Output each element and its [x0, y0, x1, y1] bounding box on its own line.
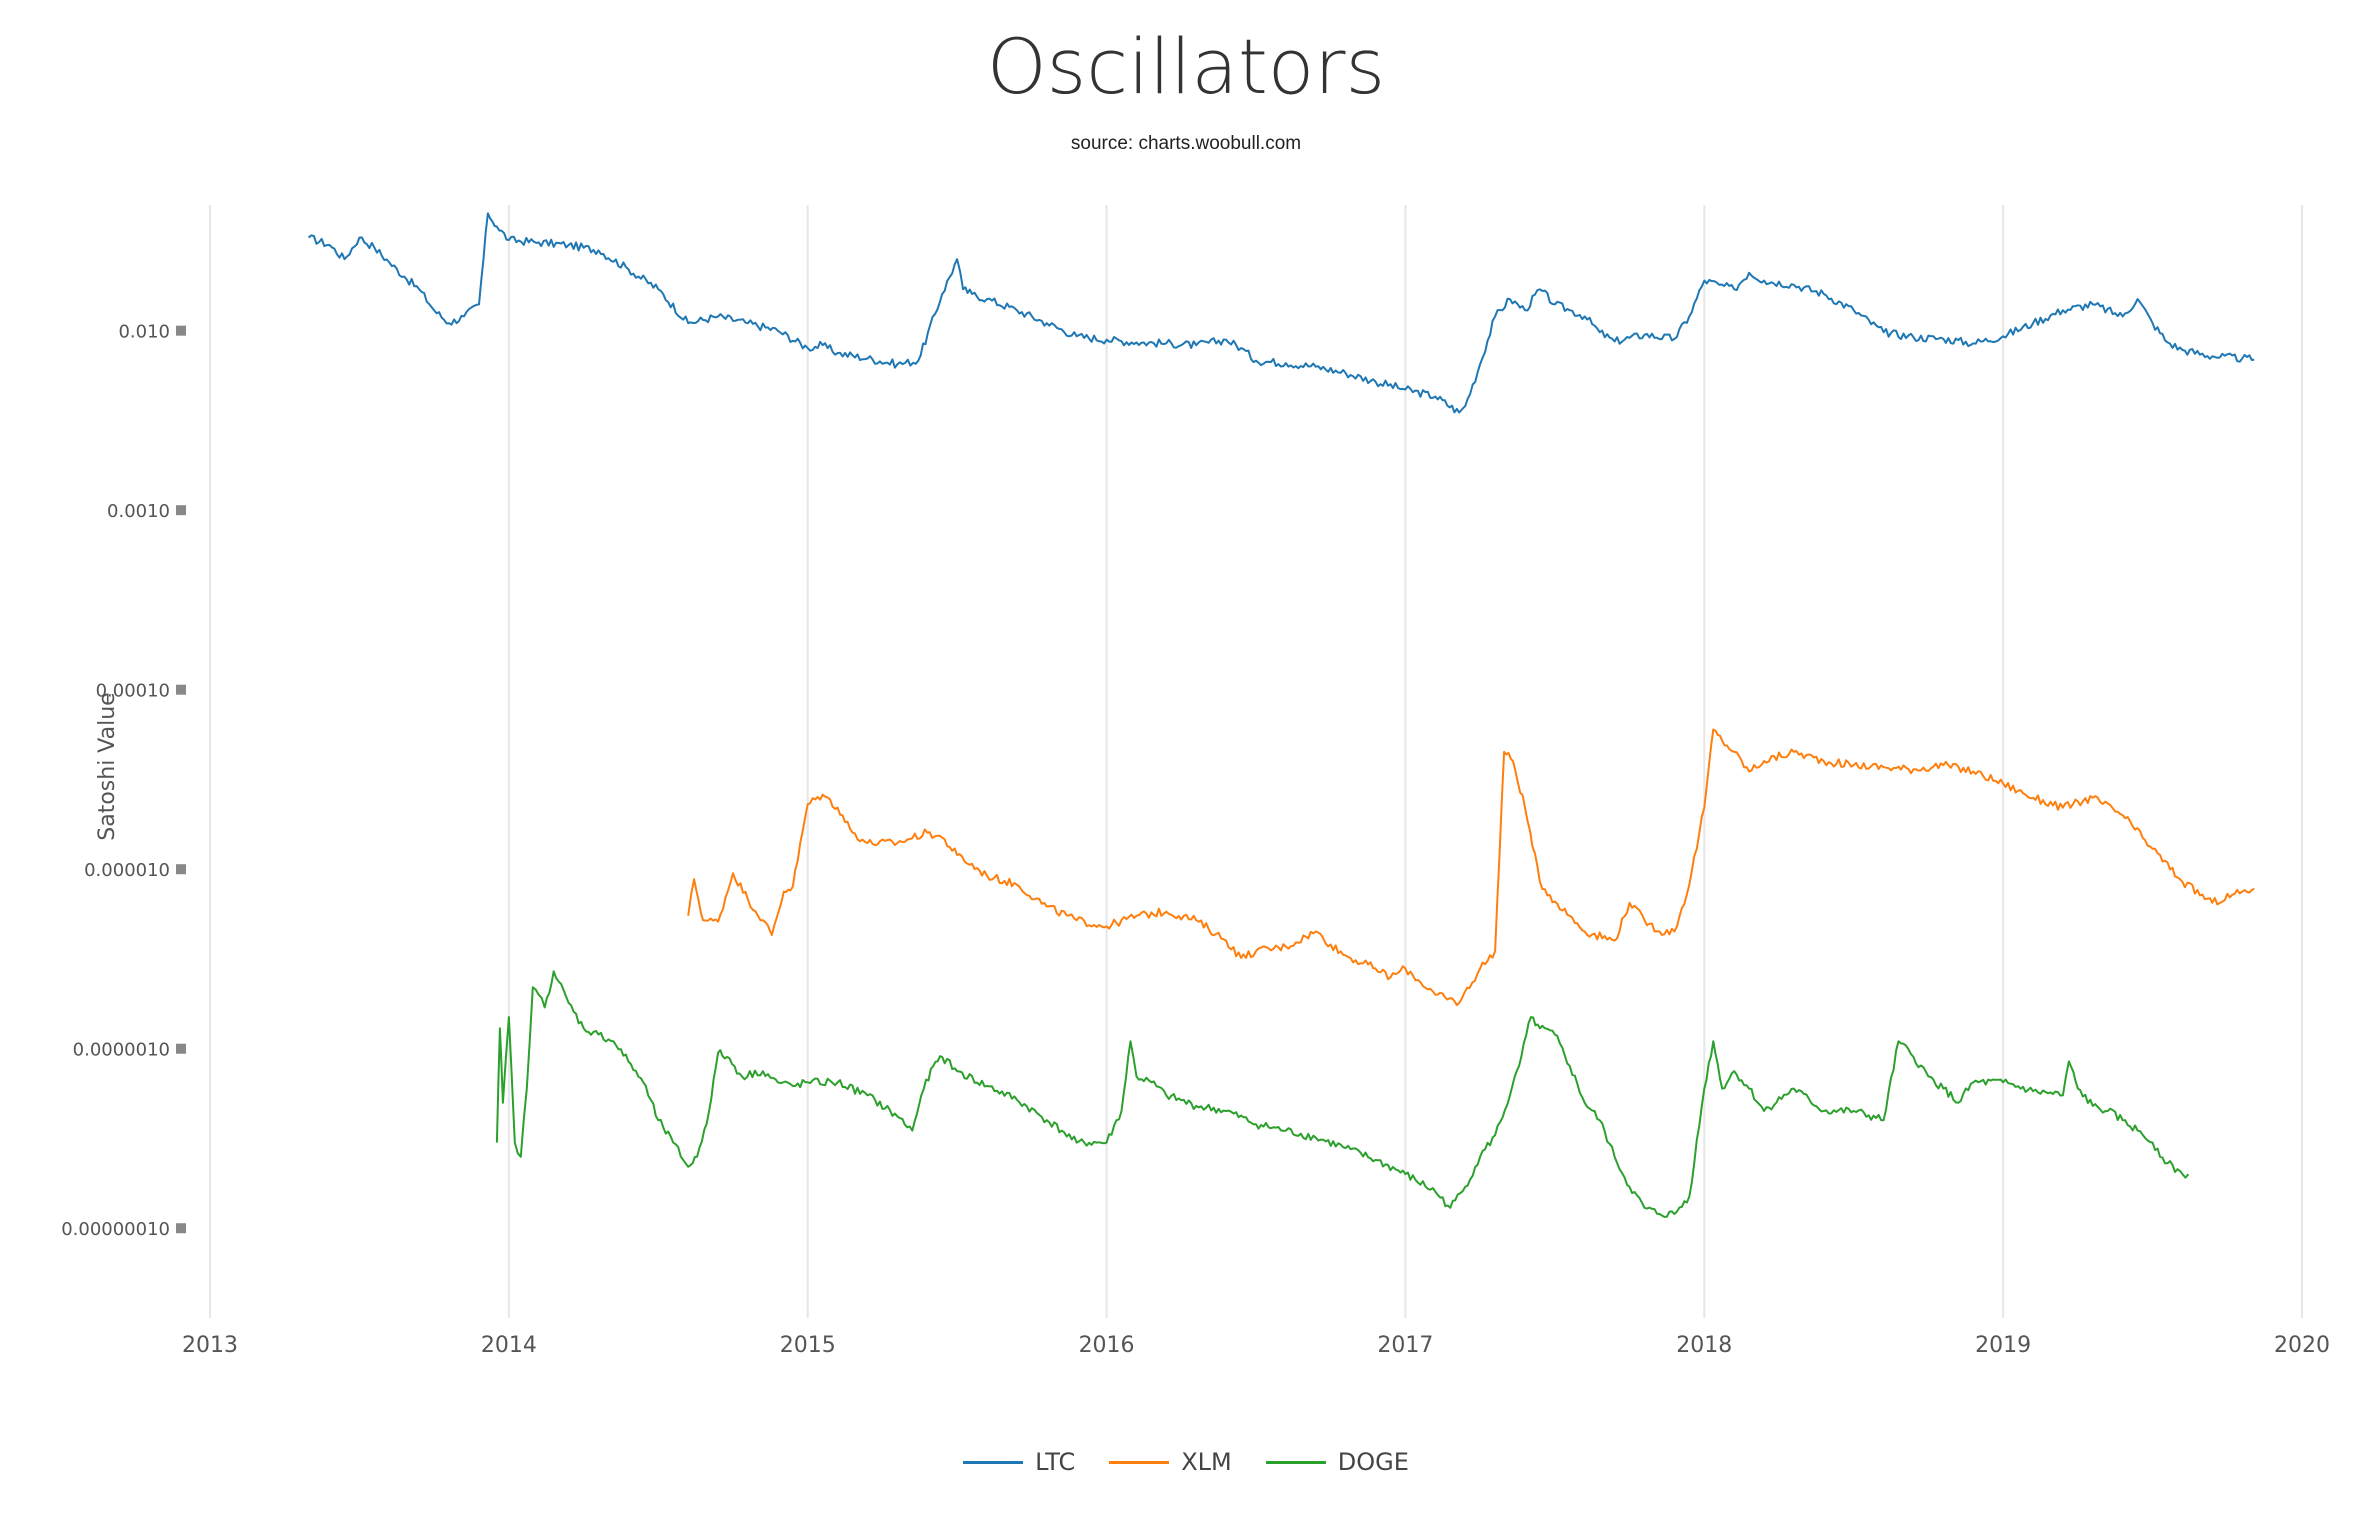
y-tick-marker-1 [176, 505, 186, 516]
series-line-doge [495, 970, 2190, 1218]
y-tick-marker-3 [176, 864, 186, 875]
chart-title: Oscillators [986, 22, 1386, 111]
y-tick-marker-5 [176, 1223, 186, 1234]
x-tick-label-2014: 2014 [481, 1333, 537, 1358]
y-tick-label-1: 0.0010 [107, 501, 170, 522]
x-tick-label-2017: 2017 [1377, 1333, 1433, 1358]
x-tick-label-2018: 2018 [1676, 1333, 1732, 1358]
legend-item-doge[interactable]: DOGE [1265, 1448, 1409, 1476]
chart-legend: LTC XLM DOGE [0, 1448, 2372, 1476]
x-tick-label-2016: 2016 [1079, 1333, 1135, 1358]
x-tick-label-2013: 2013 [182, 1333, 238, 1358]
y-axis-label: Satoshi Value [95, 692, 120, 840]
y-tick-marker-4 [176, 1043, 186, 1054]
x-tick-label-2020: 2020 [2274, 1333, 2330, 1358]
legend-item-ltc[interactable]: LTC [963, 1448, 1075, 1476]
y-tick-label-2: 0.00010 [96, 681, 170, 702]
x-tick-label-2019: 2019 [1975, 1333, 2031, 1358]
legend-swatch [1265, 1460, 1326, 1464]
legend-swatch [963, 1460, 1024, 1464]
legend-label: XLM [1181, 1448, 1232, 1476]
x-tick-label-2015: 2015 [780, 1333, 836, 1358]
y-tick-label-0: 0.010 [118, 322, 170, 343]
y-tick-label-3: 0.000010 [84, 860, 170, 881]
y-tick-marker-0 [176, 325, 186, 336]
y-tick-label-4: 0.0000010 [73, 1040, 170, 1061]
y-tick-marker-2 [176, 684, 186, 695]
legend-label: LTC [1035, 1448, 1076, 1476]
legend-item-xlm[interactable]: XLM [1109, 1448, 1232, 1476]
chart-subtitle: source: charts.woobull.com [1070, 133, 1302, 154]
series-line-xlm [687, 728, 2255, 1007]
series-line-ltc [307, 212, 2255, 414]
legend-swatch [1109, 1460, 1170, 1464]
y-tick-label-5: 0.00000010 [61, 1219, 170, 1240]
legend-label: DOGE [1337, 1448, 1409, 1476]
